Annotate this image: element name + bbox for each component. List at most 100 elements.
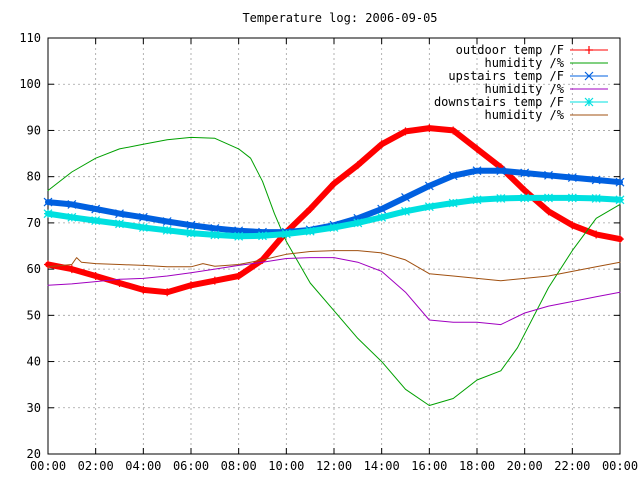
data-point	[91, 204, 101, 214]
data-point	[67, 212, 77, 222]
data-point	[448, 198, 458, 208]
data-point	[424, 202, 434, 212]
x-tick-label: 16:00	[411, 459, 447, 473]
series-line	[47, 250, 621, 282]
data-point	[163, 288, 172, 297]
legend-label: upstairs temp /F	[448, 69, 564, 83]
data-point	[544, 170, 553, 180]
data-point	[162, 217, 172, 226]
x-tick-label: 22:00	[554, 459, 590, 473]
data-point	[210, 224, 220, 233]
y-tick-label: 110	[19, 31, 41, 45]
data-point	[544, 193, 553, 203]
chart-title: Temperature log: 2006-09-05	[242, 11, 437, 25]
data-point	[401, 206, 410, 216]
legend-label: humidity /%	[485, 82, 565, 96]
data-point	[568, 221, 577, 230]
data-point	[567, 173, 577, 183]
data-point	[584, 71, 594, 81]
y-tick-label: 60	[27, 262, 41, 276]
data-point	[584, 97, 594, 107]
x-tick-label: 00:00	[30, 459, 66, 473]
x-tick-label: 20:00	[507, 459, 543, 473]
data-point	[424, 181, 434, 191]
data-point	[377, 212, 387, 222]
x-tick-label: 00:00	[602, 459, 638, 473]
data-point	[472, 195, 482, 205]
y-tick-label: 90	[27, 123, 41, 137]
data-point	[425, 124, 434, 133]
x-tick-label: 12:00	[316, 459, 352, 473]
data-point	[258, 231, 267, 241]
legend-label: outdoor temp /F	[456, 43, 564, 57]
data-point	[472, 166, 482, 176]
data-point	[115, 219, 124, 229]
data-point	[186, 228, 196, 238]
data-point	[520, 186, 529, 195]
data-point	[91, 216, 101, 226]
grid-lines	[48, 38, 620, 454]
data-point	[591, 193, 601, 203]
series-2	[47, 136, 621, 406]
data-point	[91, 272, 100, 281]
data-point	[377, 140, 386, 149]
series-line	[45, 125, 623, 296]
x-tick-label: 18:00	[459, 459, 495, 473]
data-point	[187, 281, 195, 290]
data-point	[234, 231, 244, 241]
data-point	[305, 226, 315, 236]
x-tick-label: 02:00	[78, 459, 114, 473]
y-tick-label: 50	[27, 308, 41, 322]
y-tick-label: 100	[19, 77, 41, 91]
series-line	[47, 257, 621, 326]
data-point	[67, 265, 76, 274]
y-tick-label: 80	[27, 170, 41, 184]
data-point	[115, 209, 124, 219]
legend-label: humidity /%	[485, 56, 565, 70]
data-point	[615, 177, 625, 187]
data-point	[306, 205, 315, 214]
x-tick-label: 10:00	[268, 459, 304, 473]
y-tick-label: 20	[27, 447, 41, 461]
y-tick-label: 40	[27, 355, 41, 369]
data-point	[329, 223, 339, 232]
data-point	[139, 285, 148, 294]
data-point	[615, 195, 625, 205]
data-point	[377, 204, 387, 214]
x-tick-label: 04:00	[125, 459, 161, 473]
data-point	[592, 230, 601, 239]
data-point	[138, 212, 148, 222]
data-point	[67, 199, 77, 209]
data-point	[281, 229, 291, 239]
series-4	[47, 257, 621, 326]
data-point	[496, 166, 506, 176]
data-point	[353, 218, 363, 228]
data-point	[401, 127, 410, 136]
y-tick-label: 70	[27, 216, 41, 230]
x-tick-label: 14:00	[364, 459, 400, 473]
data-point	[210, 276, 219, 285]
data-point	[567, 193, 577, 203]
series-1	[44, 124, 624, 297]
series-6	[47, 250, 621, 282]
data-point	[585, 46, 593, 54]
data-point	[138, 223, 148, 232]
data-point	[448, 171, 458, 181]
data-point	[401, 193, 410, 202]
data-point	[496, 193, 506, 203]
data-point	[544, 207, 553, 216]
data-point	[210, 230, 220, 240]
data-point	[449, 126, 458, 135]
x-tick-label: 06:00	[173, 459, 209, 473]
data-point	[43, 209, 53, 219]
data-point	[520, 193, 530, 203]
data-point	[616, 235, 624, 244]
data-point	[591, 175, 601, 185]
data-point	[186, 220, 196, 230]
data-point	[234, 272, 243, 281]
data-point	[473, 144, 481, 153]
legend-label: downstairs temp /F	[434, 95, 564, 109]
